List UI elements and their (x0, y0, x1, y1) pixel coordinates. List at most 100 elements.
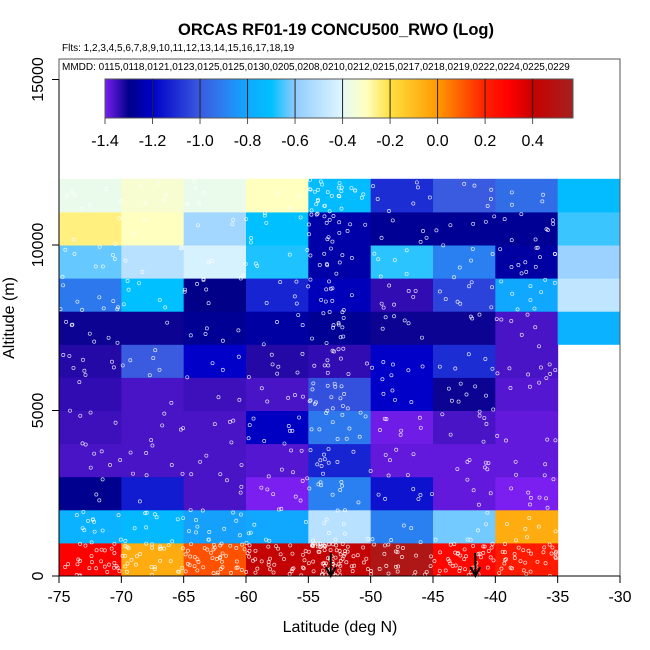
data-point (441, 243, 446, 248)
data-point (142, 217, 147, 222)
data-point (182, 289, 187, 294)
data-point (244, 217, 249, 222)
data-point (144, 473, 149, 478)
data-point (544, 227, 549, 232)
data-point (242, 547, 247, 552)
data-point (434, 228, 439, 233)
data-point (551, 477, 556, 482)
data-point (399, 555, 404, 559)
data-point (469, 280, 474, 285)
heatmap-cell (433, 211, 496, 246)
y-tick-label: 5000 (30, 393, 47, 429)
heatmap-cell (59, 178, 122, 213)
data-point (361, 560, 366, 565)
heatmap-cell (495, 542, 559, 577)
data-point (99, 449, 104, 454)
data-point (527, 384, 532, 389)
data-point (534, 245, 539, 250)
data-point (327, 279, 331, 284)
data-point (157, 367, 162, 372)
data-point (163, 305, 168, 310)
heatmap-cell (59, 211, 122, 246)
heatmap-cell (246, 211, 309, 246)
data-point (543, 277, 548, 282)
data-point (421, 229, 425, 233)
data-point (106, 562, 111, 567)
heatmap-cell (495, 311, 559, 345)
data-point (401, 523, 406, 528)
data-point (195, 524, 200, 529)
data-point (381, 305, 386, 310)
data-point (97, 498, 102, 503)
data-point (123, 553, 127, 558)
data-point (338, 396, 343, 401)
data-point (372, 542, 377, 547)
heatmap-cell (183, 245, 247, 279)
data-point (448, 561, 453, 566)
data-point (392, 314, 397, 319)
data-point (218, 472, 223, 477)
heatmap-cell (370, 443, 434, 478)
data-point (437, 568, 442, 573)
data-point (325, 237, 330, 242)
data-point (183, 287, 187, 292)
data-point (430, 492, 434, 496)
heatmap-cell (308, 178, 372, 213)
data-point (458, 553, 463, 558)
data-point (525, 535, 530, 540)
data-point (72, 192, 77, 197)
heatmap-cell (183, 178, 247, 213)
data-point (316, 187, 320, 192)
data-point (310, 336, 314, 341)
data-point (345, 406, 350, 411)
data-point (209, 258, 214, 263)
data-point (321, 311, 326, 316)
data-point (92, 339, 97, 344)
data-point (331, 214, 336, 218)
data-point (308, 398, 313, 403)
data-point (278, 280, 283, 285)
heatmap-cell (557, 311, 621, 345)
data-point (198, 459, 203, 464)
data-point (183, 552, 188, 557)
data-point (335, 508, 340, 513)
data-point (222, 526, 227, 531)
data-point (485, 467, 490, 472)
data-point (243, 262, 248, 266)
data-point (392, 302, 397, 307)
x-axis: -75 -70 -65 -60 -55 -50 -45 -40 -35 -30 (47, 575, 632, 606)
data-point (333, 537, 338, 542)
data-point (516, 263, 521, 267)
data-point (472, 183, 477, 188)
data-point (100, 528, 105, 533)
data-point (195, 568, 200, 573)
data-point (115, 307, 120, 312)
data-point (306, 561, 311, 566)
data-point (327, 542, 332, 547)
x-tick-label: -60 (234, 589, 257, 606)
data-point (268, 556, 272, 561)
data-point (545, 437, 550, 442)
data-point (488, 491, 493, 496)
data-point (365, 567, 370, 572)
data-point (337, 181, 342, 186)
data-point (322, 363, 327, 368)
data-point (529, 551, 534, 556)
data-point (66, 562, 71, 567)
data-point (508, 386, 513, 390)
data-point (322, 521, 327, 526)
data-point (153, 348, 158, 353)
data-point (286, 424, 291, 428)
data-point (371, 184, 376, 189)
data-point (463, 567, 467, 572)
data-point (448, 223, 453, 228)
data-point (287, 205, 292, 210)
data-point (386, 542, 391, 547)
data-point (325, 370, 330, 375)
data-point (194, 517, 198, 522)
data-point (193, 555, 197, 560)
data-point (370, 537, 375, 542)
data-point (118, 199, 123, 203)
data-point (450, 563, 455, 568)
data-point (342, 551, 347, 556)
